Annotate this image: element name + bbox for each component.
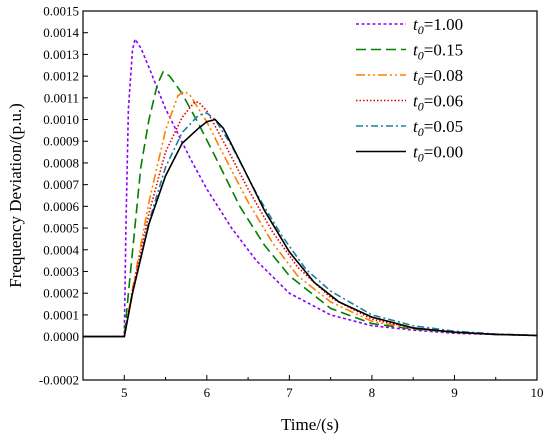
legend-symbol: t (413, 66, 419, 85)
legend-item: t0=0.15 (356, 41, 463, 63)
legend-value: =1.00 (424, 15, 463, 34)
legend-item: t0=1.00 (356, 15, 463, 37)
legend-item: t0=0.06 (356, 92, 463, 114)
legend-item: t0=0.08 (356, 66, 463, 88)
y-tick-label: 0.0009 (43, 134, 79, 149)
x-tick-label: 7 (286, 385, 293, 400)
legend-subscript: 0 (418, 125, 424, 139)
legend-item: t0=0.00 (356, 143, 463, 165)
y-tick-label: 0.0015 (43, 4, 79, 19)
legend-label: t0=0.05 (413, 117, 463, 139)
legend-symbol: t (413, 15, 419, 34)
legend-value: =0.00 (424, 143, 463, 162)
y-tick-label: 0.0013 (43, 47, 79, 62)
x-tick-label: 8 (369, 385, 376, 400)
legend-subscript: 0 (418, 49, 424, 63)
y-axis: -0.0002 0.0000 0.0001 0.0002 0.0003 0.0004 0.0… (39, 4, 88, 388)
y-tick-label: 0.0008 (43, 155, 79, 170)
legend-label: t0=1.00 (413, 15, 463, 37)
y-tick-label: 0.0014 (43, 25, 79, 40)
legend-subscript: 0 (418, 151, 424, 165)
x-tick-label: 5 (121, 385, 128, 400)
series-line-1 (83, 70, 538, 338)
legend-label: t0=0.15 (413, 41, 463, 63)
series-line-5 (83, 118, 538, 338)
legend-subscript: 0 (418, 23, 424, 37)
y-tick-label: 0.0006 (43, 199, 79, 214)
legend-subscript: 0 (418, 100, 424, 114)
x-tick-label: 6 (204, 385, 211, 400)
legend: t0=1.00t0=0.15t0=0.08t0=0.06t0=0.05t0=0.… (356, 15, 463, 165)
y-tick-label: -0.0002 (39, 373, 79, 388)
legend-symbol: t (413, 92, 419, 111)
series-line-4 (83, 112, 538, 338)
y-tick-label: 0.0001 (43, 307, 79, 322)
y-tick-label: 0.0004 (43, 242, 79, 257)
y-tick-label: 0.0011 (44, 90, 79, 105)
y-tick-label: 0.0000 (43, 329, 79, 344)
legend-item: t0=0.05 (356, 117, 463, 139)
legend-subscript: 0 (418, 74, 424, 88)
series-layer (83, 37, 538, 338)
y-tick-label: 0.0012 (43, 69, 79, 84)
legend-label: t0=0.08 (413, 66, 463, 88)
legend-label: t0=0.06 (413, 92, 463, 114)
legend-label: t0=0.00 (413, 143, 463, 165)
legend-value: =0.15 (424, 41, 463, 60)
plot-frame (82, 10, 538, 381)
legend-value: =0.05 (424, 117, 463, 136)
legend-value: =0.08 (424, 66, 463, 85)
y-tick-label: 0.0005 (43, 221, 79, 236)
x-axis-title: Time/(s) (281, 415, 339, 434)
y-tick-label: 0.0007 (43, 177, 79, 192)
x-tick-label: 9 (451, 385, 458, 400)
legend-symbol: t (413, 41, 419, 60)
y-axis-title: Frequency Deviation/(p.u.) (6, 103, 25, 288)
x-tick-label: 10 (531, 385, 544, 400)
legend-symbol: t (413, 143, 419, 162)
y-tick-label: 0.0002 (43, 286, 79, 301)
y-tick-label: 0.0003 (43, 264, 79, 279)
x-axis: 5 6 7 8 9 10 (82, 375, 544, 400)
y-tick-label: 0.0010 (43, 112, 79, 127)
legend-symbol: t (413, 117, 419, 136)
legend-value: =0.06 (424, 92, 463, 111)
